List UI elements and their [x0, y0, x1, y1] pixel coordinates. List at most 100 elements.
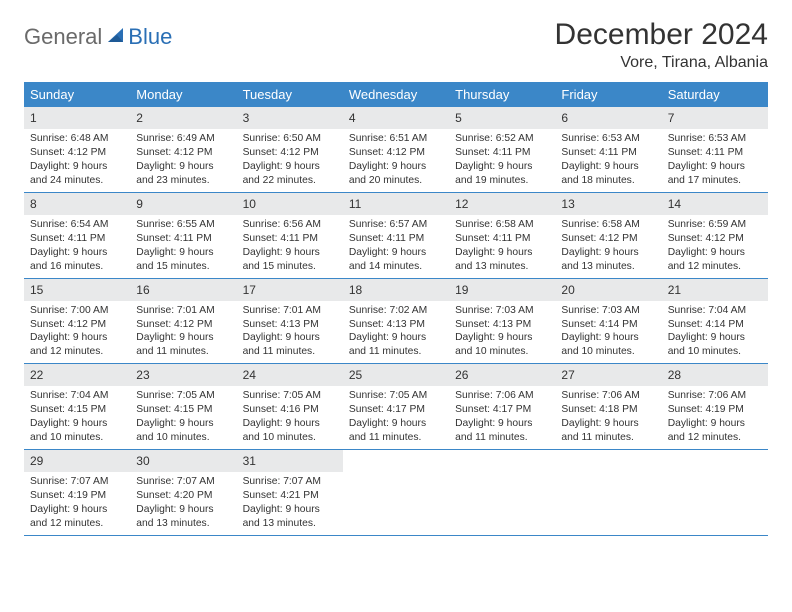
- day-body: Sunrise: 6:48 AMSunset: 4:12 PMDaylight:…: [24, 129, 130, 192]
- day-sunset: Sunset: 4:15 PM: [136, 403, 230, 417]
- day-number: 18: [343, 279, 449, 301]
- day-cell: 4Sunrise: 6:51 AMSunset: 4:12 PMDaylight…: [343, 107, 449, 192]
- day-header: Friday: [555, 82, 661, 107]
- day-sunrise: Sunrise: 7:04 AM: [668, 304, 762, 318]
- day-daylight: Daylight: 9 hours and 11 minutes.: [349, 331, 443, 359]
- day-number: 20: [555, 279, 661, 301]
- day-cell: 13Sunrise: 6:58 AMSunset: 4:12 PMDayligh…: [555, 193, 661, 278]
- day-number: 7: [662, 107, 768, 129]
- day-sunrise: Sunrise: 7:05 AM: [243, 389, 337, 403]
- day-body: Sunrise: 6:51 AMSunset: 4:12 PMDaylight:…: [343, 129, 449, 192]
- day-sunrise: Sunrise: 7:03 AM: [561, 304, 655, 318]
- day-daylight: Daylight: 9 hours and 10 minutes.: [136, 417, 230, 445]
- day-number: 9: [130, 193, 236, 215]
- day-daylight: Daylight: 9 hours and 11 minutes.: [243, 331, 337, 359]
- day-sunset: Sunset: 4:13 PM: [455, 318, 549, 332]
- week-row: 22Sunrise: 7:04 AMSunset: 4:15 PMDayligh…: [24, 364, 768, 450]
- day-cell: 28Sunrise: 7:06 AMSunset: 4:19 PMDayligh…: [662, 364, 768, 449]
- day-sunrise: Sunrise: 7:05 AM: [136, 389, 230, 403]
- day-cell: 29Sunrise: 7:07 AMSunset: 4:19 PMDayligh…: [24, 450, 130, 535]
- day-body: Sunrise: 6:52 AMSunset: 4:11 PMDaylight:…: [449, 129, 555, 192]
- day-sunset: Sunset: 4:11 PM: [30, 232, 124, 246]
- day-number: 1: [24, 107, 130, 129]
- day-number: 15: [24, 279, 130, 301]
- day-header-row: SundayMondayTuesdayWednesdayThursdayFrid…: [24, 82, 768, 107]
- day-sunrise: Sunrise: 6:58 AM: [455, 218, 549, 232]
- day-cell: 2Sunrise: 6:49 AMSunset: 4:12 PMDaylight…: [130, 107, 236, 192]
- day-cell: 27Sunrise: 7:06 AMSunset: 4:18 PMDayligh…: [555, 364, 661, 449]
- day-number: 31: [237, 450, 343, 472]
- day-sunrise: Sunrise: 6:58 AM: [561, 218, 655, 232]
- day-body: Sunrise: 7:07 AMSunset: 4:20 PMDaylight:…: [130, 472, 236, 535]
- day-daylight: Daylight: 9 hours and 11 minutes.: [349, 417, 443, 445]
- day-sunset: Sunset: 4:15 PM: [30, 403, 124, 417]
- day-cell: 23Sunrise: 7:05 AMSunset: 4:15 PMDayligh…: [130, 364, 236, 449]
- day-daylight: Daylight: 9 hours and 12 minutes.: [30, 331, 124, 359]
- day-body: Sunrise: 7:07 AMSunset: 4:21 PMDaylight:…: [237, 472, 343, 535]
- day-sunset: Sunset: 4:11 PM: [455, 232, 549, 246]
- day-cell: 1Sunrise: 6:48 AMSunset: 4:12 PMDaylight…: [24, 107, 130, 192]
- day-body: Sunrise: 7:05 AMSunset: 4:17 PMDaylight:…: [343, 386, 449, 449]
- day-daylight: Daylight: 9 hours and 20 minutes.: [349, 160, 443, 188]
- day-number: 27: [555, 364, 661, 386]
- day-sunrise: Sunrise: 7:01 AM: [136, 304, 230, 318]
- day-cell: 6Sunrise: 6:53 AMSunset: 4:11 PMDaylight…: [555, 107, 661, 192]
- day-header: Monday: [130, 82, 236, 107]
- day-daylight: Daylight: 9 hours and 15 minutes.: [243, 246, 337, 274]
- day-header: Sunday: [24, 82, 130, 107]
- day-cell: 12Sunrise: 6:58 AMSunset: 4:11 PMDayligh…: [449, 193, 555, 278]
- day-sunrise: Sunrise: 6:55 AM: [136, 218, 230, 232]
- day-sunrise: Sunrise: 7:03 AM: [455, 304, 549, 318]
- day-cell: 7Sunrise: 6:53 AMSunset: 4:11 PMDaylight…: [662, 107, 768, 192]
- day-sunrise: Sunrise: 7:01 AM: [243, 304, 337, 318]
- day-sunset: Sunset: 4:12 PM: [30, 146, 124, 160]
- day-number: 16: [130, 279, 236, 301]
- day-sunset: Sunset: 4:12 PM: [349, 146, 443, 160]
- day-daylight: Daylight: 9 hours and 18 minutes.: [561, 160, 655, 188]
- day-daylight: Daylight: 9 hours and 10 minutes.: [30, 417, 124, 445]
- day-sunrise: Sunrise: 7:06 AM: [668, 389, 762, 403]
- day-sunset: Sunset: 4:14 PM: [668, 318, 762, 332]
- logo-sail-icon: [106, 26, 126, 49]
- day-body: Sunrise: 7:02 AMSunset: 4:13 PMDaylight:…: [343, 301, 449, 364]
- day-daylight: Daylight: 9 hours and 10 minutes.: [561, 331, 655, 359]
- day-number: 25: [343, 364, 449, 386]
- day-body: Sunrise: 6:58 AMSunset: 4:12 PMDaylight:…: [555, 215, 661, 278]
- day-body: Sunrise: 6:56 AMSunset: 4:11 PMDaylight:…: [237, 215, 343, 278]
- day-cell: [449, 450, 555, 535]
- day-sunrise: Sunrise: 6:50 AM: [243, 132, 337, 146]
- day-cell: [343, 450, 449, 535]
- day-sunset: Sunset: 4:19 PM: [668, 403, 762, 417]
- day-sunrise: Sunrise: 6:57 AM: [349, 218, 443, 232]
- day-sunrise: Sunrise: 7:06 AM: [561, 389, 655, 403]
- day-number: 14: [662, 193, 768, 215]
- day-daylight: Daylight: 9 hours and 24 minutes.: [30, 160, 124, 188]
- location: Vore, Tirana, Albania: [555, 54, 768, 72]
- day-cell: 14Sunrise: 6:59 AMSunset: 4:12 PMDayligh…: [662, 193, 768, 278]
- day-sunset: Sunset: 4:12 PM: [561, 232, 655, 246]
- day-daylight: Daylight: 9 hours and 13 minutes.: [561, 246, 655, 274]
- week-row: 1Sunrise: 6:48 AMSunset: 4:12 PMDaylight…: [24, 107, 768, 193]
- day-cell: [555, 450, 661, 535]
- day-cell: 9Sunrise: 6:55 AMSunset: 4:11 PMDaylight…: [130, 193, 236, 278]
- day-body: Sunrise: 6:50 AMSunset: 4:12 PMDaylight:…: [237, 129, 343, 192]
- day-sunrise: Sunrise: 6:49 AM: [136, 132, 230, 146]
- week-row: 8Sunrise: 6:54 AMSunset: 4:11 PMDaylight…: [24, 193, 768, 279]
- day-cell: 15Sunrise: 7:00 AMSunset: 4:12 PMDayligh…: [24, 279, 130, 364]
- title-block: December 2024 Vore, Tirana, Albania: [555, 18, 768, 72]
- day-body: Sunrise: 7:00 AMSunset: 4:12 PMDaylight:…: [24, 301, 130, 364]
- day-cell: 17Sunrise: 7:01 AMSunset: 4:13 PMDayligh…: [237, 279, 343, 364]
- day-sunrise: Sunrise: 6:52 AM: [455, 132, 549, 146]
- day-sunset: Sunset: 4:11 PM: [561, 146, 655, 160]
- day-cell: 16Sunrise: 7:01 AMSunset: 4:12 PMDayligh…: [130, 279, 236, 364]
- day-daylight: Daylight: 9 hours and 15 minutes.: [136, 246, 230, 274]
- day-daylight: Daylight: 9 hours and 14 minutes.: [349, 246, 443, 274]
- day-body: Sunrise: 7:04 AMSunset: 4:15 PMDaylight:…: [24, 386, 130, 449]
- day-number: 6: [555, 107, 661, 129]
- day-cell: 31Sunrise: 7:07 AMSunset: 4:21 PMDayligh…: [237, 450, 343, 535]
- day-sunrise: Sunrise: 7:07 AM: [30, 475, 124, 489]
- day-sunset: Sunset: 4:18 PM: [561, 403, 655, 417]
- day-body: Sunrise: 6:59 AMSunset: 4:12 PMDaylight:…: [662, 215, 768, 278]
- day-body: Sunrise: 7:05 AMSunset: 4:15 PMDaylight:…: [130, 386, 236, 449]
- day-cell: 26Sunrise: 7:06 AMSunset: 4:17 PMDayligh…: [449, 364, 555, 449]
